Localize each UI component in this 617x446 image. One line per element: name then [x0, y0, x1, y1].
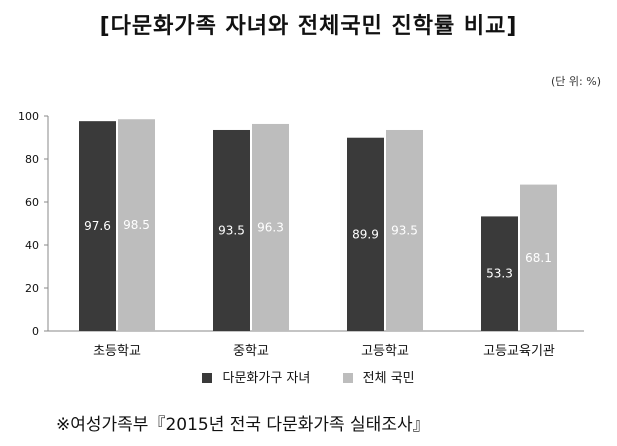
bar: [79, 121, 116, 331]
data-label: 93.5: [391, 223, 418, 237]
bar: [347, 137, 384, 331]
bar: [481, 216, 518, 331]
y-tick-label: 60: [25, 196, 39, 209]
y-tick-label: 0: [32, 325, 39, 338]
x-tick-label: 초등학교: [93, 344, 141, 359]
data-label: 93.5: [218, 223, 245, 237]
data-label: 53.3: [486, 267, 513, 281]
legend-item-series-1: 다문화가구 자녀: [202, 367, 310, 386]
data-label: 89.9: [352, 227, 379, 241]
unit-label: (단 위: %): [551, 75, 601, 88]
legend-swatch-series-1: [202, 372, 213, 383]
legend-label-series-2: 전체 국민: [362, 371, 415, 386]
bar: [386, 129, 423, 331]
legend-label-series-1: 다문화가구 자녀: [222, 371, 311, 386]
bar: [213, 129, 250, 331]
x-tick-label: 고등학교: [361, 344, 409, 359]
legend-swatch-series-2: [342, 372, 353, 383]
bar: [520, 184, 557, 331]
source-note: ※여성가족부『2015년 전국 다문화가족 실태조사』: [56, 415, 430, 435]
x-tick-label: 중학교: [233, 344, 269, 359]
y-tick-label: 40: [25, 239, 39, 252]
data-label: 98.5: [123, 218, 150, 232]
x-tick-label: 고등교육기관: [483, 344, 555, 359]
bar: [252, 123, 289, 331]
y-tick-label: 100: [18, 110, 39, 123]
bar: [118, 119, 155, 331]
legend: 다문화가구 자녀 전체 국민: [0, 367, 617, 386]
data-label: 96.3: [257, 220, 284, 234]
legend-item-series-2: 전체 국민: [342, 367, 415, 386]
chart-title: [다문화가족 자녀와 전체국민 진학률 비교]: [99, 14, 518, 39]
data-label: 68.1: [525, 251, 552, 265]
data-label: 97.6: [84, 219, 111, 233]
y-tick-label: 80: [25, 153, 39, 166]
y-tick-label: 20: [25, 282, 39, 295]
